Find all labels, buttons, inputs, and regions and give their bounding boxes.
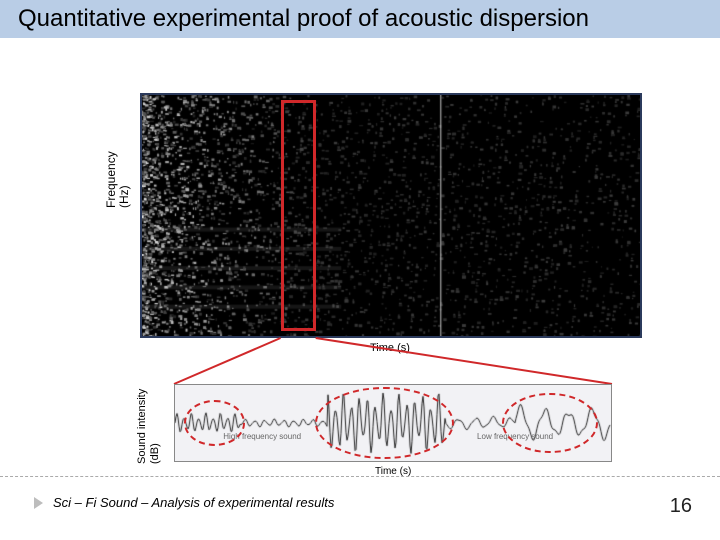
spectrogram-x-label: Time (s) [370,342,410,354]
spectrogram-image [140,93,642,338]
spectrogram-y-unit: (Hz) [117,185,131,208]
breadcrumb-text: Sci – Fi Sound – Analysis of experimenta… [53,495,334,510]
spectrogram-canvas [142,95,640,336]
spectrogram-y-label: Frequency [104,151,118,208]
spectrogram-highlight-box [281,100,316,331]
spectrogram-panel [140,93,642,338]
waveform-highlight-circle [315,387,455,460]
waveform-y-unit: (dB) [149,443,161,464]
waveform-image: High frequency soundLow frequency sound [174,384,612,462]
waveform-y-label: Sound intensity [136,389,148,464]
title-text: Quantitative experimental proof of acous… [18,5,589,33]
waveform-highlight-circle [502,393,598,454]
slide-title: Quantitative experimental proof of acous… [0,0,720,38]
waveform-highlight-circle [184,400,245,446]
page-number: 16 [670,495,692,518]
breadcrumb-arrow-icon [34,497,43,509]
slide-footer: Sci – Fi Sound – Analysis of experimenta… [0,476,720,540]
waveform-panel: High frequency soundLow frequency sound [174,384,612,462]
footer-breadcrumb: Sci – Fi Sound – Analysis of experimenta… [34,495,334,510]
